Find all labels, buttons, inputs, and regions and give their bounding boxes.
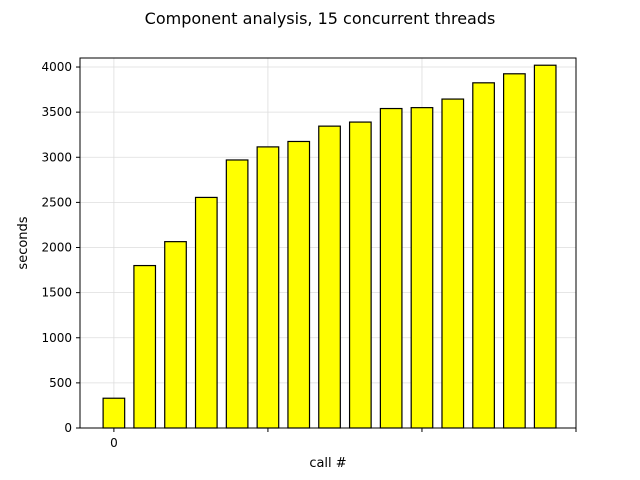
bar — [379, 107, 403, 429]
y-tick-label: 2000 — [41, 241, 72, 255]
y-tick-label: 3500 — [41, 105, 72, 119]
y-tick-label: 3000 — [41, 150, 72, 164]
x-tick-label: 0 — [110, 436, 118, 450]
plot-frame — [79, 57, 577, 429]
bar — [225, 159, 249, 429]
bar — [348, 121, 372, 429]
bar — [287, 140, 311, 429]
bar — [472, 82, 495, 429]
bar — [410, 107, 434, 429]
x-axis-label: call # — [309, 456, 346, 471]
bar — [256, 146, 280, 429]
bars — [102, 64, 557, 429]
y-tick-label: 2500 — [41, 195, 72, 209]
chart-title: Component analysis, 15 concurrent thread… — [145, 9, 496, 28]
bar — [503, 73, 526, 429]
bar — [318, 125, 341, 429]
bar — [133, 264, 157, 429]
bar — [102, 397, 126, 429]
y-tick-label: 4000 — [41, 60, 72, 74]
x-axis: 0 — [110, 428, 577, 450]
bar — [533, 64, 557, 429]
y-tick-label: 0 — [64, 421, 72, 435]
bar — [441, 98, 465, 429]
y-tick-label: 500 — [49, 376, 72, 390]
y-axis-label: seconds — [16, 216, 31, 269]
bar — [164, 241, 187, 429]
y-tick-label: 1000 — [41, 331, 72, 345]
y-tick-label: 1500 — [41, 286, 72, 300]
y-axis: 0 500 1000 1500 2000 2500 3000 3500 4000 — [41, 60, 80, 435]
bar — [194, 196, 218, 429]
